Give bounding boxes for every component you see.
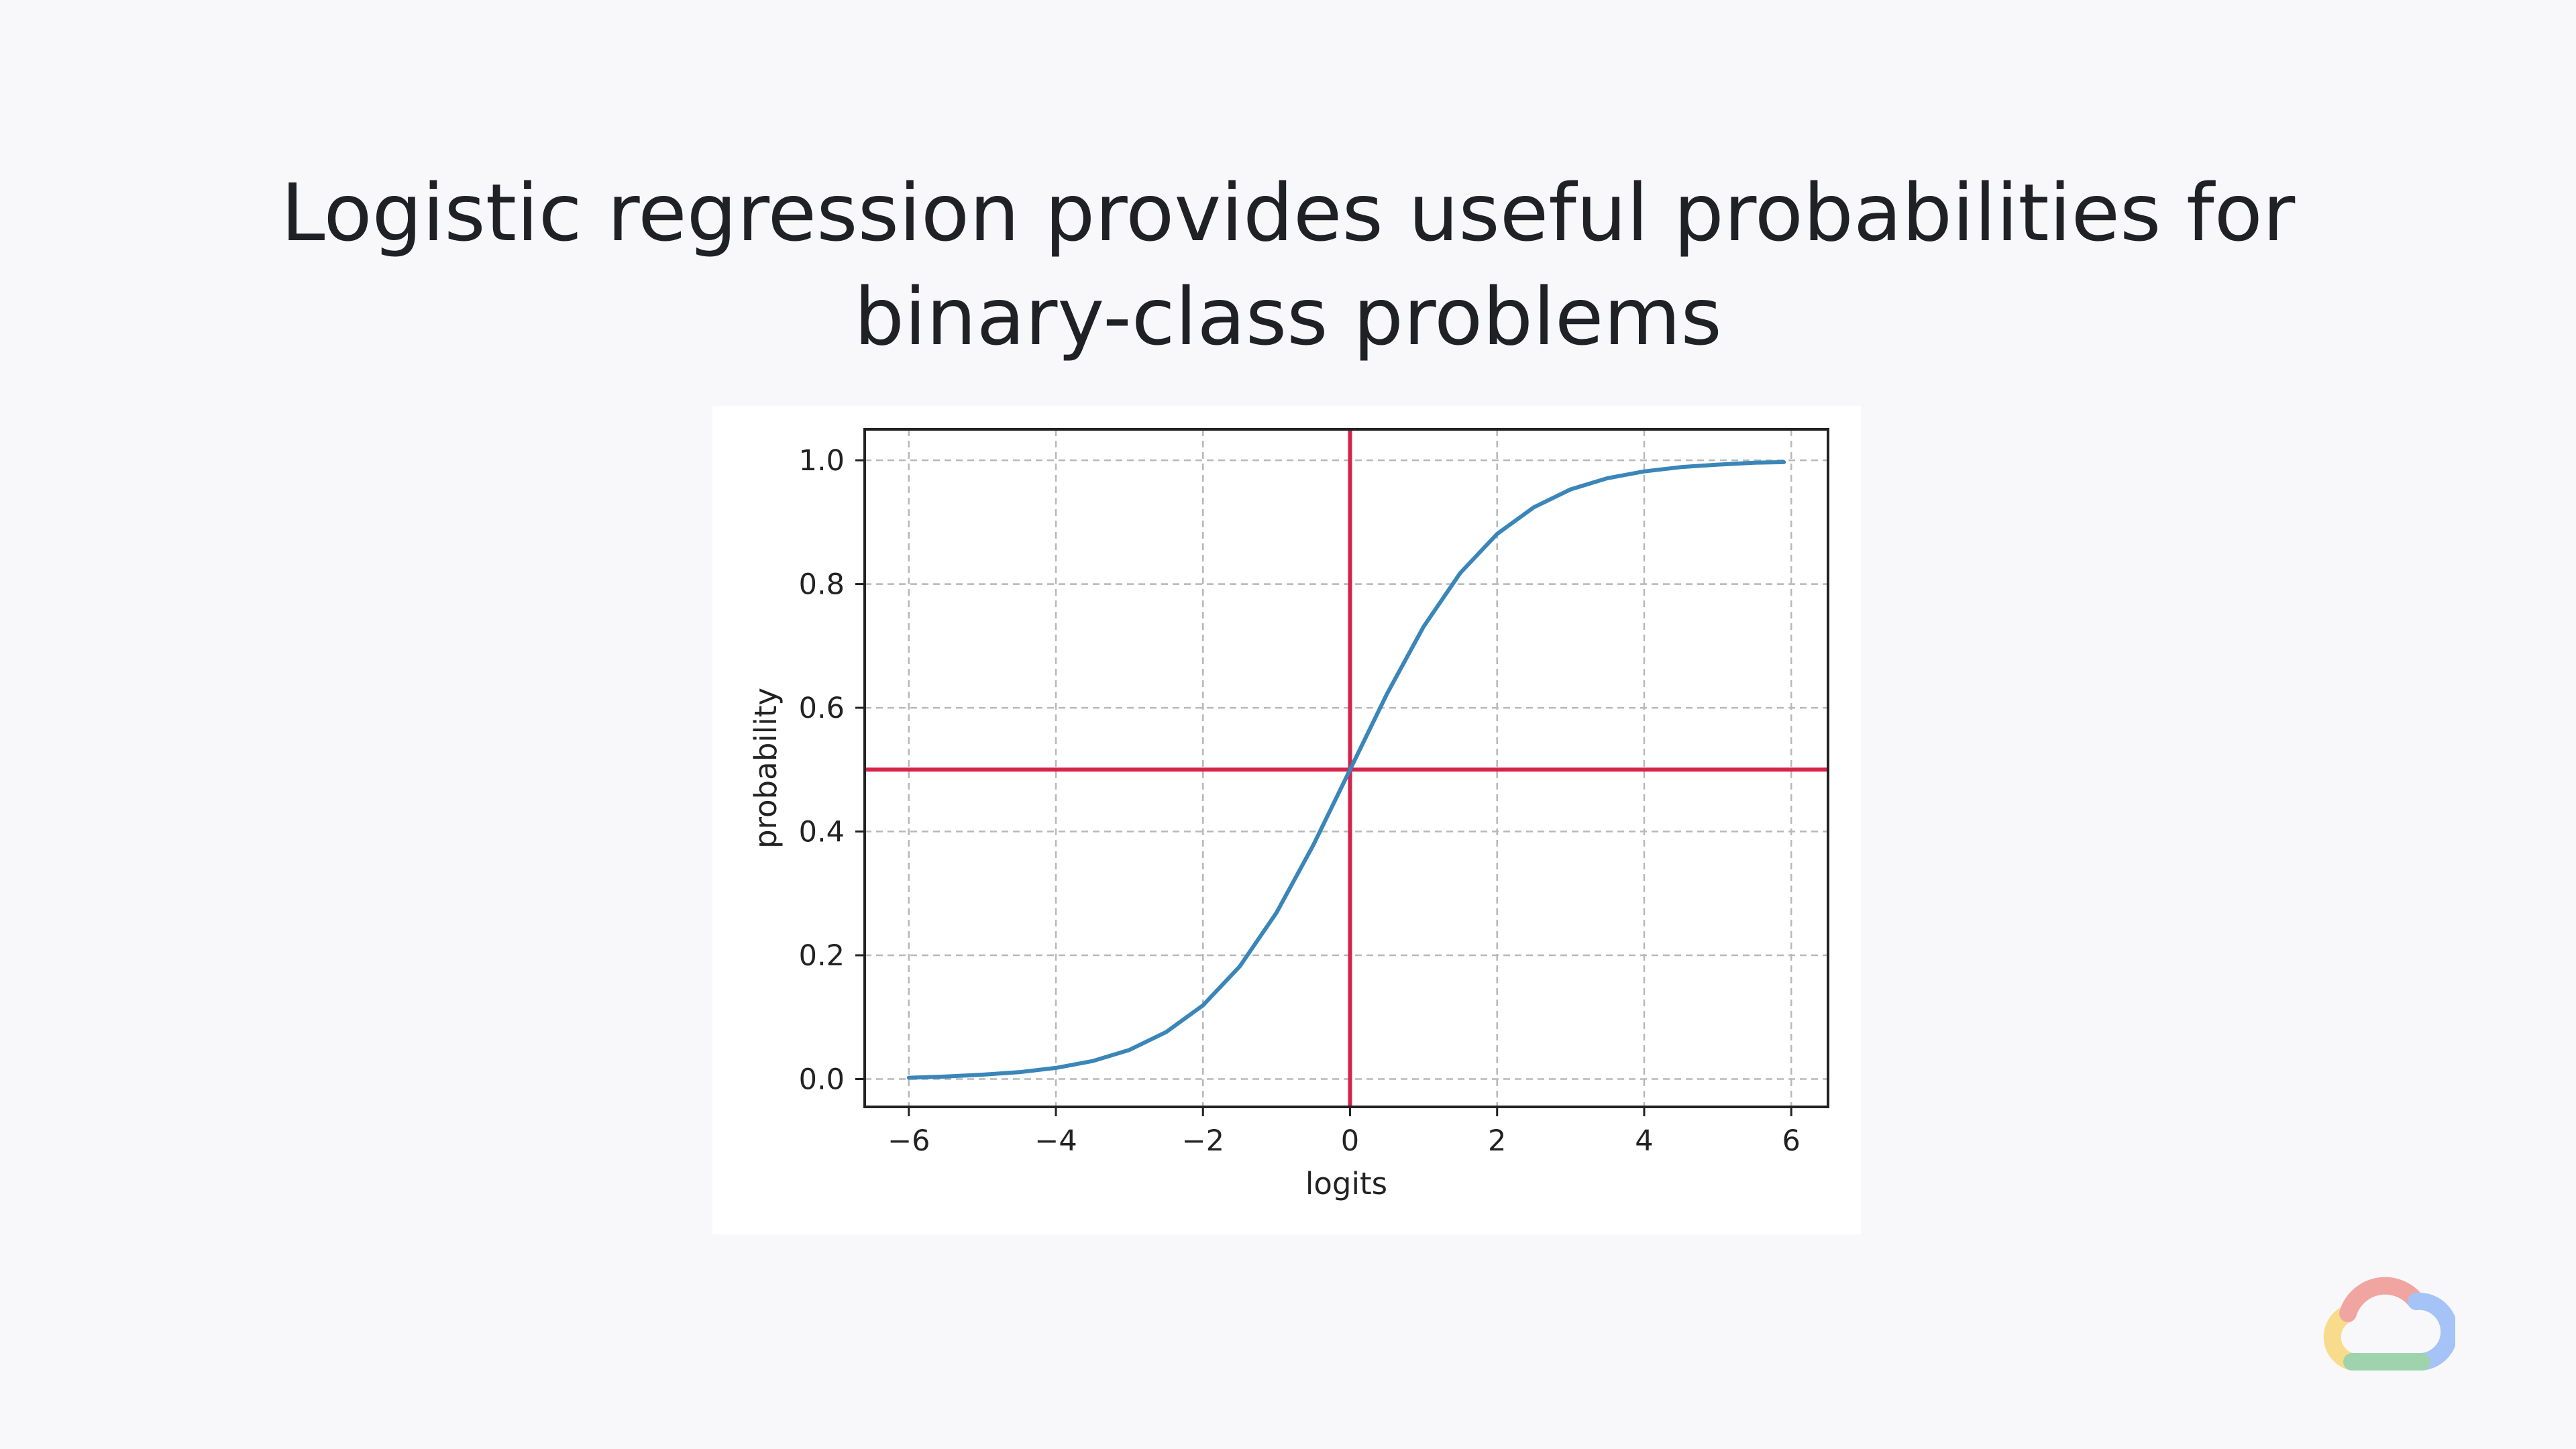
tick-layer: −6 −4 −2 0 2 4 6 0.0 0.2 0.4 0.6 0.8 1.0	[799, 444, 1801, 1158]
x-tick-label: 4	[1635, 1124, 1653, 1158]
y-tick-label: 0.8	[799, 568, 845, 602]
x-tick-label: −6	[888, 1124, 930, 1158]
series-layer	[906, 460, 1786, 1080]
sigmoid-chart: −6 −4 −2 0 2 4 6 0.0 0.2 0.4 0.6 0.8 1.0 logits prob…	[748, 428, 1829, 1201]
x-tick-label: 0	[1341, 1124, 1359, 1158]
y-axis-label: probability	[748, 688, 784, 849]
y-tick-label: 0.0	[799, 1063, 845, 1096]
x-tick-label: 6	[1782, 1124, 1801, 1158]
x-tick-label: −4	[1034, 1124, 1077, 1158]
y-tick-label: 0.6	[799, 692, 845, 725]
reference-lines	[865, 429, 1828, 1107]
x-tick-label: −2	[1182, 1124, 1224, 1158]
x-tick-label: 2	[1488, 1124, 1506, 1158]
y-tick-label: 1.0	[799, 444, 845, 478]
sigmoid-curve	[906, 460, 1786, 1080]
chart-panel: −6 −4 −2 0 2 4 6 0.0 0.2 0.4 0.6 0.8 1.0 logits prob…	[712, 406, 1861, 1234]
slide-title: Logistic regression provides useful prob…	[0, 161, 2576, 369]
google-cloud-logo-icon	[2323, 1277, 2455, 1371]
plot-frame	[863, 428, 1829, 1108]
x-axis-label: logits	[1305, 1166, 1387, 1201]
y-tick-label: 0.4	[799, 816, 845, 849]
y-tick-label: 0.2	[799, 939, 845, 973]
slide-title-line-2: binary-class problems	[854, 270, 1722, 363]
slide-title-line-1: Logistic regression provides useful prob…	[280, 166, 2296, 259]
